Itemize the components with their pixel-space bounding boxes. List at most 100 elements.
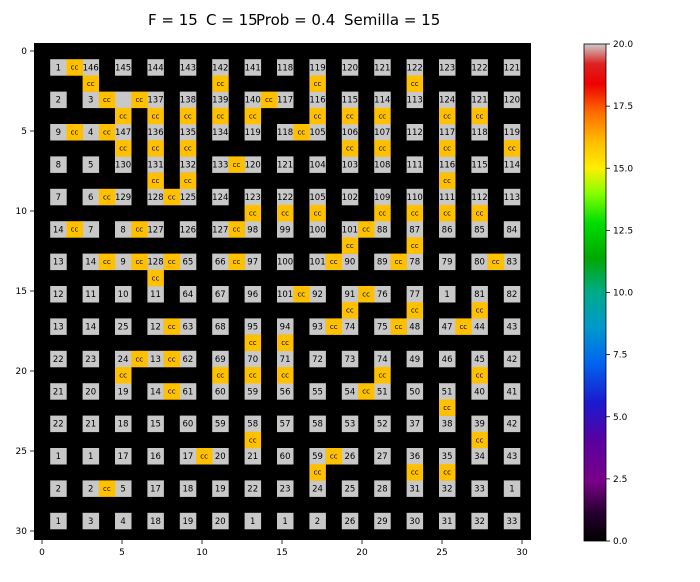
path-cell <box>341 59 359 76</box>
cell-number: 65 <box>182 258 193 268</box>
cell-number: 86 <box>442 225 453 235</box>
cc-label: cc <box>249 436 257 444</box>
cell-number: 51 <box>442 387 453 397</box>
path-cell <box>439 124 456 141</box>
cell-number: 101 <box>309 258 325 268</box>
path-cell <box>212 221 229 238</box>
cc-cell <box>66 124 83 141</box>
path-cell <box>147 59 164 76</box>
cell-number: 92 <box>312 290 323 300</box>
path-cell <box>50 415 67 433</box>
path-cell <box>439 318 456 335</box>
cc-cell <box>212 367 229 384</box>
cc-label: cc <box>492 258 500 266</box>
cell-number: 11 <box>150 290 161 300</box>
path-cell <box>179 286 197 303</box>
cc-cell <box>471 431 488 449</box>
cell-number: 16 <box>150 452 161 462</box>
cc-cell <box>439 205 456 222</box>
cell-number: 119 <box>504 128 520 138</box>
path-cell <box>374 221 391 238</box>
cell-number: 20 <box>215 517 226 527</box>
title-part-semilla: Semilla = 15 <box>344 11 440 29</box>
cell-number: 97 <box>247 258 258 268</box>
path-cell <box>439 415 456 433</box>
path-cell <box>244 286 262 303</box>
cc-cell <box>98 253 116 271</box>
path-cell <box>406 221 424 238</box>
path-cell <box>212 350 229 368</box>
cc-cell <box>406 302 424 319</box>
cc-label: cc <box>152 145 160 153</box>
path-cell <box>179 91 197 109</box>
cell-number: 72 <box>312 355 323 365</box>
path-cell <box>374 318 391 335</box>
cell-number: 117 <box>439 128 455 138</box>
cc-label: cc <box>378 145 386 153</box>
cc-cell <box>244 431 262 449</box>
path-cell <box>309 350 326 368</box>
path-cell <box>503 350 521 368</box>
cell-number: 137 <box>147 96 163 106</box>
y-tick-label: 5 <box>21 127 27 137</box>
path-cell <box>277 383 294 400</box>
path-cell <box>341 253 359 271</box>
path-cell <box>147 350 164 368</box>
path-cell <box>277 350 294 368</box>
path-cell <box>115 188 132 206</box>
path-cell <box>147 253 164 271</box>
cell-number: 17 <box>150 485 161 495</box>
path-cell <box>179 221 197 238</box>
cell-number: 78 <box>409 258 420 268</box>
cell-number: 32 <box>442 485 453 495</box>
path-cell <box>147 188 164 206</box>
cc-label: cc <box>508 145 516 153</box>
path-cell <box>179 318 197 335</box>
cc-cell <box>374 367 391 384</box>
path-cell <box>244 415 262 433</box>
cell-number: 106 <box>342 128 358 138</box>
cc-cell <box>260 91 278 109</box>
cc-label: cc <box>411 210 419 218</box>
path-cell <box>341 124 359 141</box>
colorbar-tick-label: 7.5 <box>613 351 627 361</box>
cell-number: 4 <box>120 517 125 527</box>
cell-number: 127 <box>212 225 228 235</box>
path-cell <box>212 286 229 303</box>
cc-cell <box>471 367 488 384</box>
path-cell <box>50 350 67 368</box>
cell-number: 20 <box>215 452 226 462</box>
path-cell <box>309 448 326 465</box>
cell-number: 1 <box>282 517 287 527</box>
cell-number: 30 <box>409 517 420 527</box>
cc-label: cc <box>395 323 403 331</box>
cc-cell <box>228 253 245 271</box>
path-cell <box>179 188 197 206</box>
cell-number: 74 <box>344 323 355 333</box>
path-cell <box>277 221 294 238</box>
cc-cell <box>455 318 472 335</box>
path-cell <box>471 383 488 400</box>
cc-cell <box>309 205 326 222</box>
path-cell <box>277 124 294 141</box>
cc-cell <box>439 140 456 157</box>
path-cell <box>212 318 229 335</box>
path-cell <box>115 512 132 530</box>
cc-cell <box>374 107 391 125</box>
path-cell <box>439 448 456 465</box>
cell-number: 1 <box>56 452 61 462</box>
cell-number: 17 <box>182 452 193 462</box>
cc-label: cc <box>362 226 370 234</box>
cc-label: cc <box>378 210 386 218</box>
path-cell <box>179 512 197 530</box>
path-cell <box>115 318 132 335</box>
cc-label: cc <box>281 372 289 380</box>
cc-label: cc <box>443 469 451 477</box>
path-cell <box>341 448 359 465</box>
cc-cell <box>131 221 148 238</box>
cell-number: 66 <box>215 258 226 268</box>
cell-number: 130 <box>115 161 131 171</box>
cc-label: cc <box>152 274 160 282</box>
cc-cell <box>196 448 213 465</box>
path-cell <box>503 253 521 271</box>
